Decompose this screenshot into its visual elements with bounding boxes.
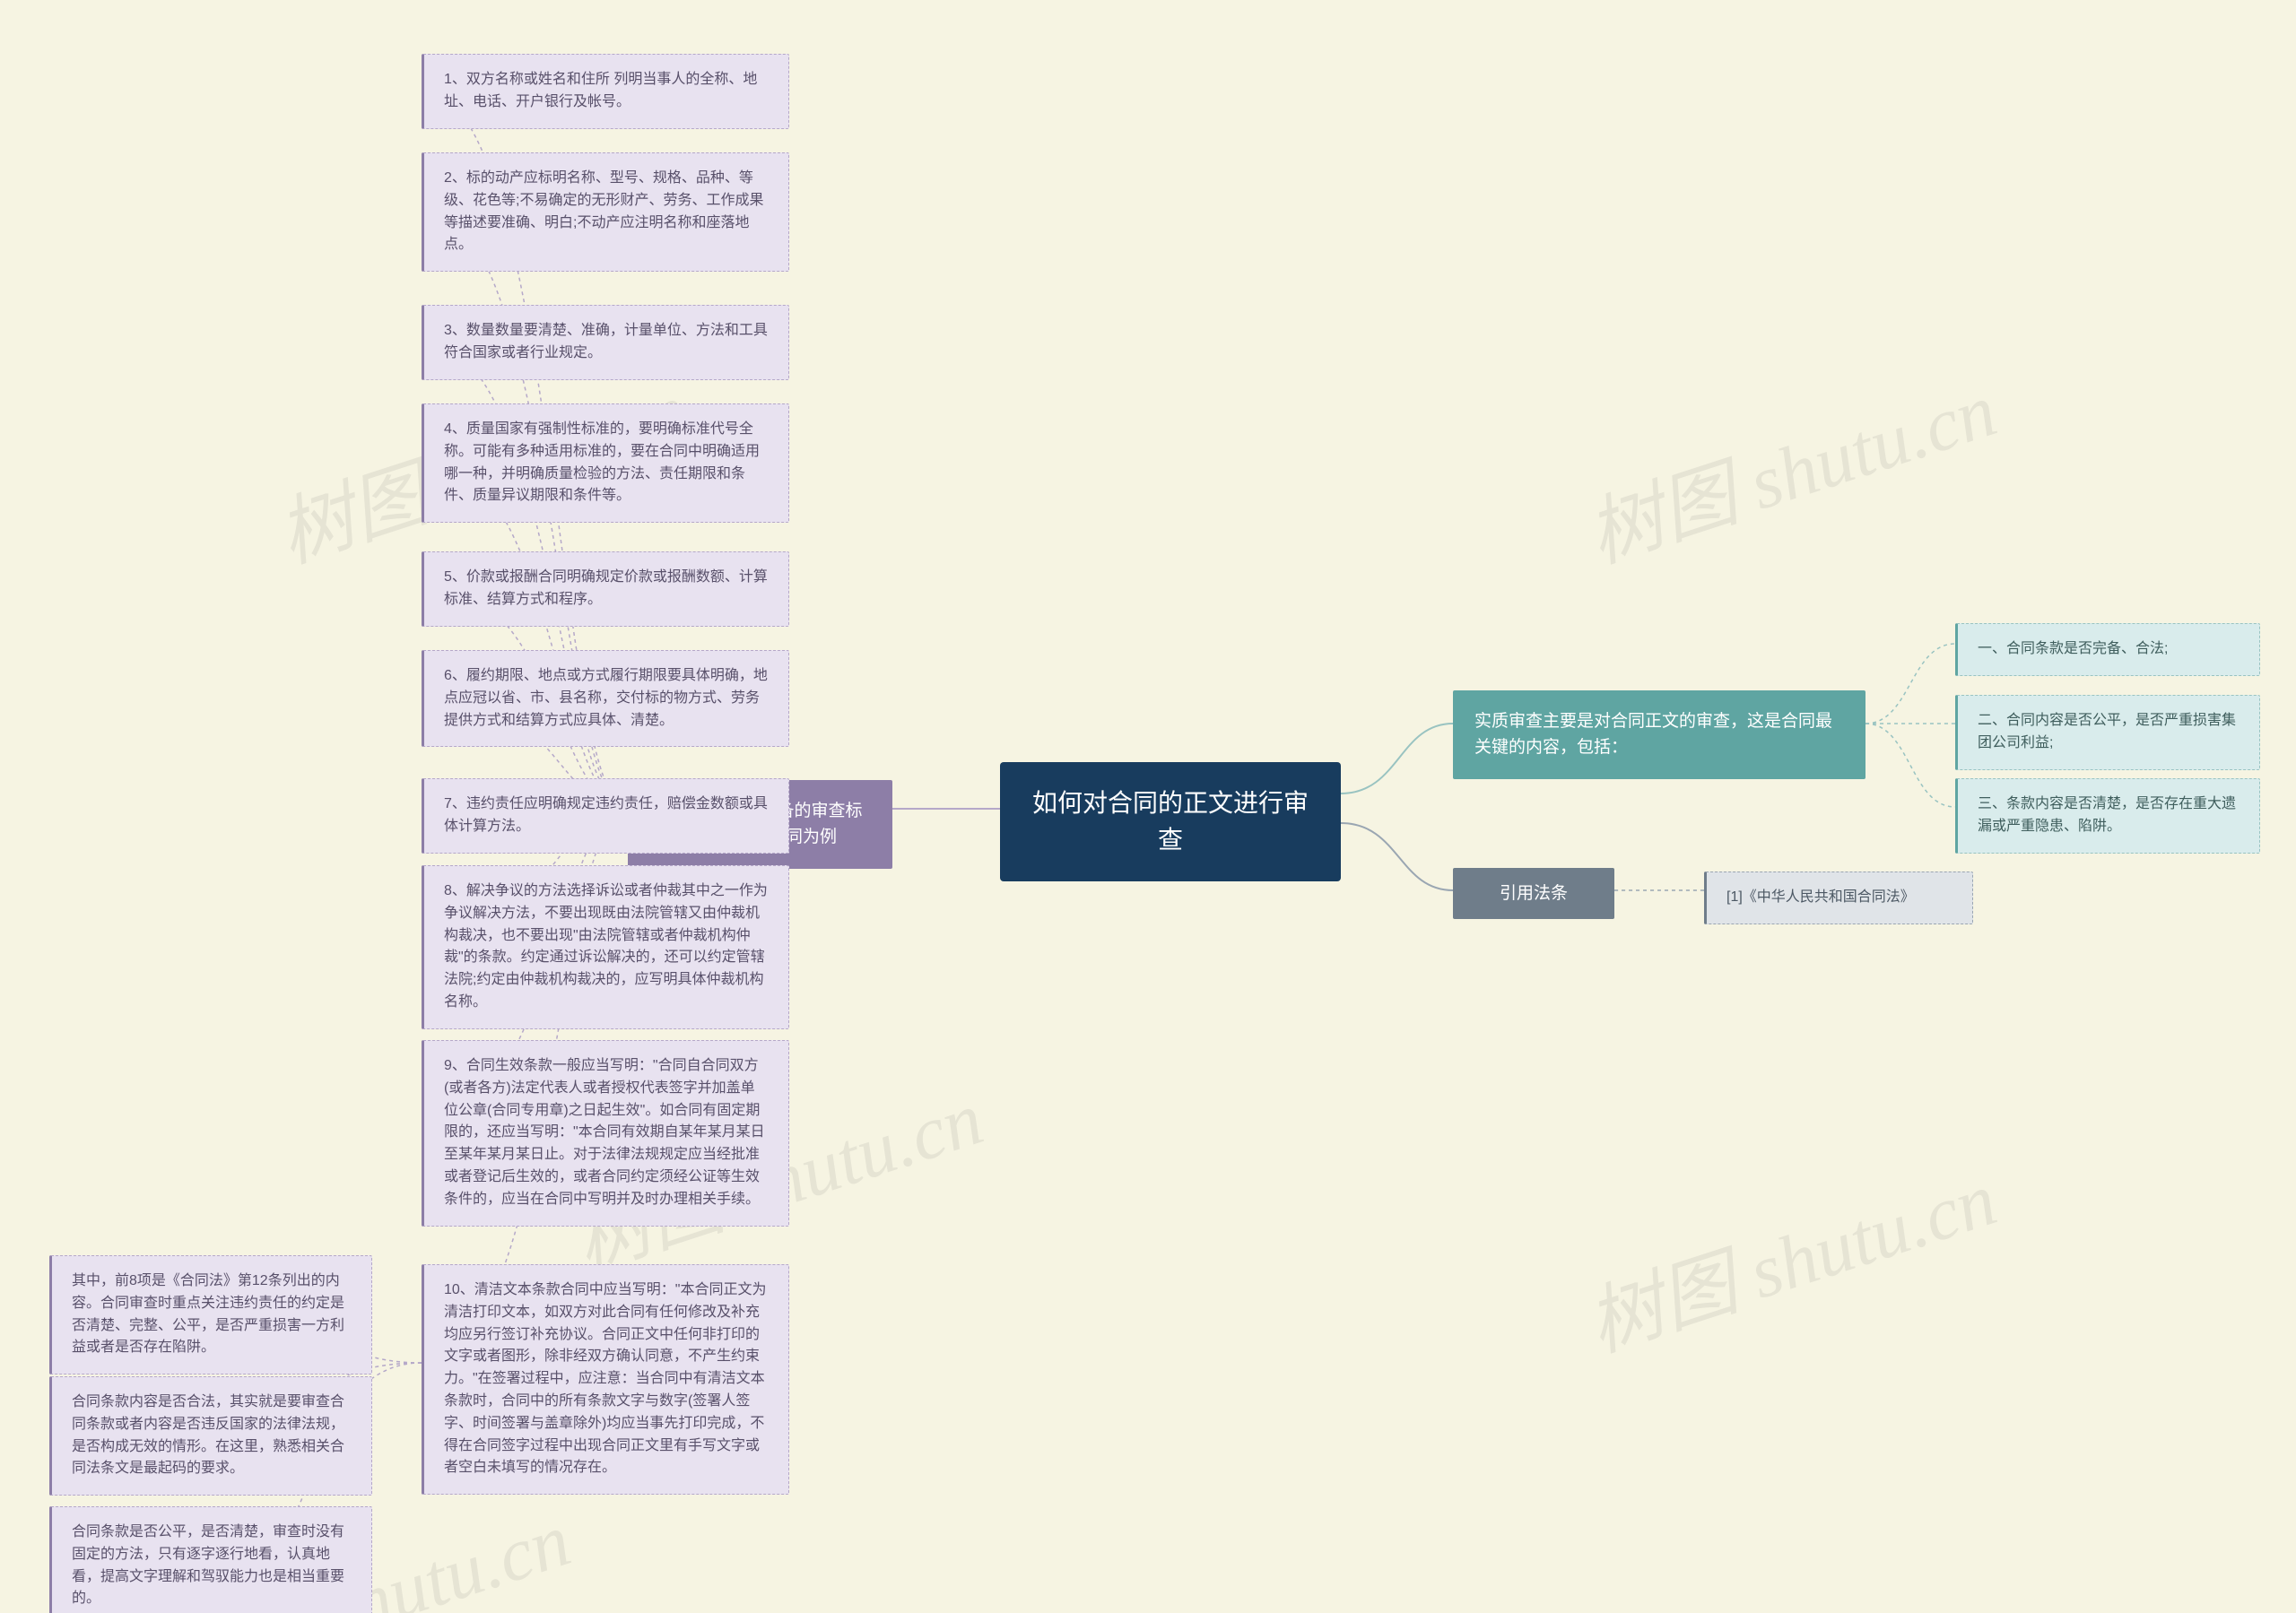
left-item-6[interactable]: 6、履约期限、地点或方式履行期限要具体明确，地点应冠以省、市、县名称，交付标的物… <box>422 650 789 747</box>
root-label: 如何对合同的正文进行审查 <box>1032 789 1309 854</box>
leaf-text: 一、合同条款是否完备、合法; <box>1978 641 2168 656</box>
leaf-text: 9、合同生效条款一般应当写明："合同自合同双方(或者各方)法定代表人或者授权代表… <box>444 1058 765 1207</box>
right-branch-substance-label: 实质审查主要是对合同正文的审查，这是合同最关键的内容，包括： <box>1474 712 1832 757</box>
left-item-4[interactable]: 4、质量国家有强制性标准的，要明确标准代号全称。可能有多种适用标准的，要在合同中… <box>422 403 789 523</box>
leaf-text: 3、数量数量要清楚、准确，计量单位、方法和工具符合国家或者行业规定。 <box>444 323 768 360</box>
footnote-3[interactable]: 合同条款是否公平，是否清楚，审查时没有固定的方法，只有逐字逐行地看，认真地看，提… <box>49 1506 372 1613</box>
left-item-8[interactable]: 8、解决争议的方法选择诉讼或者仲裁其中之一作为争议解决方法，不要出现既由法院管辖… <box>422 865 789 1029</box>
substance-item-2[interactable]: 二、合同内容是否公平，是否严重损害集团公司利益; <box>1955 695 2260 770</box>
root-node[interactable]: 如何对合同的正文进行审查 <box>1000 762 1341 881</box>
left-item-10[interactable]: 10、清洁文本条款合同中应当写明："本合同正文为清洁打印文本，如双方对此合同有任… <box>422 1264 789 1495</box>
right-branch-law[interactable]: 引用法条 <box>1453 868 1614 919</box>
leaf-text: [1]《中华人民共和国合同法》 <box>1726 889 1915 905</box>
left-item-1[interactable]: 1、双方名称或姓名和住所 列明当事人的全称、地址、电话、开户银行及帐号。 <box>422 54 789 129</box>
watermark: 树图 shutu.cn <box>1572 350 2008 584</box>
leaf-text: 1、双方名称或姓名和住所 列明当事人的全称、地址、电话、开户银行及帐号。 <box>444 72 757 109</box>
leaf-text: 5、价款或报酬合同明确规定价款或报酬数额、计算标准、结算方式和程序。 <box>444 569 768 607</box>
mindmap-canvas: 树图 shutu.cn 树图 shutu.cn 树图 shutu.cn 树图 s… <box>0 0 2296 1613</box>
leaf-text: 8、解决争议的方法选择诉讼或者仲裁其中之一作为争议解决方法，不要出现既由法院管辖… <box>444 883 768 1010</box>
leaf-text: 4、质量国家有强制性标准的，要明确标准代号全称。可能有多种适用标准的，要在合同中… <box>444 421 760 503</box>
leaf-text: 10、清洁文本条款合同中应当写明："本合同正文为清洁打印文本，如双方对此合同有任… <box>444 1282 766 1475</box>
leaf-text: 6、履约期限、地点或方式履行期限要具体明确，地点应冠以省、市、县名称，交付标的物… <box>444 668 768 728</box>
left-item-7[interactable]: 7、违约责任应明确规定违约责任，赔偿金数额或具体计算方法。 <box>422 778 789 854</box>
law-item-1[interactable]: [1]《中华人民共和国合同法》 <box>1704 872 1973 924</box>
right-branch-law-label: 引用法条 <box>1500 884 1568 903</box>
right-branch-substance[interactable]: 实质审查主要是对合同正文的审查，这是合同最关键的内容，包括： <box>1453 690 1866 779</box>
leaf-text: 三、条款内容是否清楚，是否存在重大遗漏或严重隐患、陷阱。 <box>1978 796 2236 834</box>
leaf-text: 二、合同内容是否公平，是否严重损害集团公司利益; <box>1978 713 2236 750</box>
substance-item-1[interactable]: 一、合同条款是否完备、合法; <box>1955 623 2260 676</box>
footnote-1[interactable]: 其中，前8项是《合同法》第12条列出的内容。合同审查时重点关注违约责任的约定是否… <box>49 1255 372 1375</box>
left-item-5[interactable]: 5、价款或报酬合同明确规定价款或报酬数额、计算标准、结算方式和程序。 <box>422 551 789 627</box>
leaf-text: 7、违约责任应明确规定违约责任，赔偿金数额或具体计算方法。 <box>444 796 768 834</box>
watermark: 树图 shutu.cn <box>1572 1139 2008 1373</box>
leaf-text: 其中，前8项是《合同法》第12条列出的内容。合同审查时重点关注违约责任的约定是否… <box>72 1273 344 1355</box>
left-item-2[interactable]: 2、标的动产应标明名称、型号、规格、品种、等级、花色等;不易确定的无形财产、劳务… <box>422 152 789 272</box>
leaf-text: 合同条款是否公平，是否清楚，审查时没有固定的方法，只有逐字逐行地看，认真地看，提… <box>72 1524 344 1606</box>
left-item-3[interactable]: 3、数量数量要清楚、准确，计量单位、方法和工具符合国家或者行业规定。 <box>422 305 789 380</box>
left-item-9[interactable]: 9、合同生效条款一般应当写明："合同自合同双方(或者各方)法定代表人或者授权代表… <box>422 1040 789 1227</box>
substance-item-3[interactable]: 三、条款内容是否清楚，是否存在重大遗漏或严重隐患、陷阱。 <box>1955 778 2260 854</box>
footnote-2[interactable]: 合同条款内容是否合法，其实就是要审查合同条款或者内容是否违反国家的法律法规，是否… <box>49 1376 372 1496</box>
leaf-text: 合同条款内容是否合法，其实就是要审查合同条款或者内容是否违反国家的法律法规，是否… <box>72 1394 344 1476</box>
leaf-text: 2、标的动产应标明名称、型号、规格、品种、等级、花色等;不易确定的无形财产、劳务… <box>444 170 763 252</box>
